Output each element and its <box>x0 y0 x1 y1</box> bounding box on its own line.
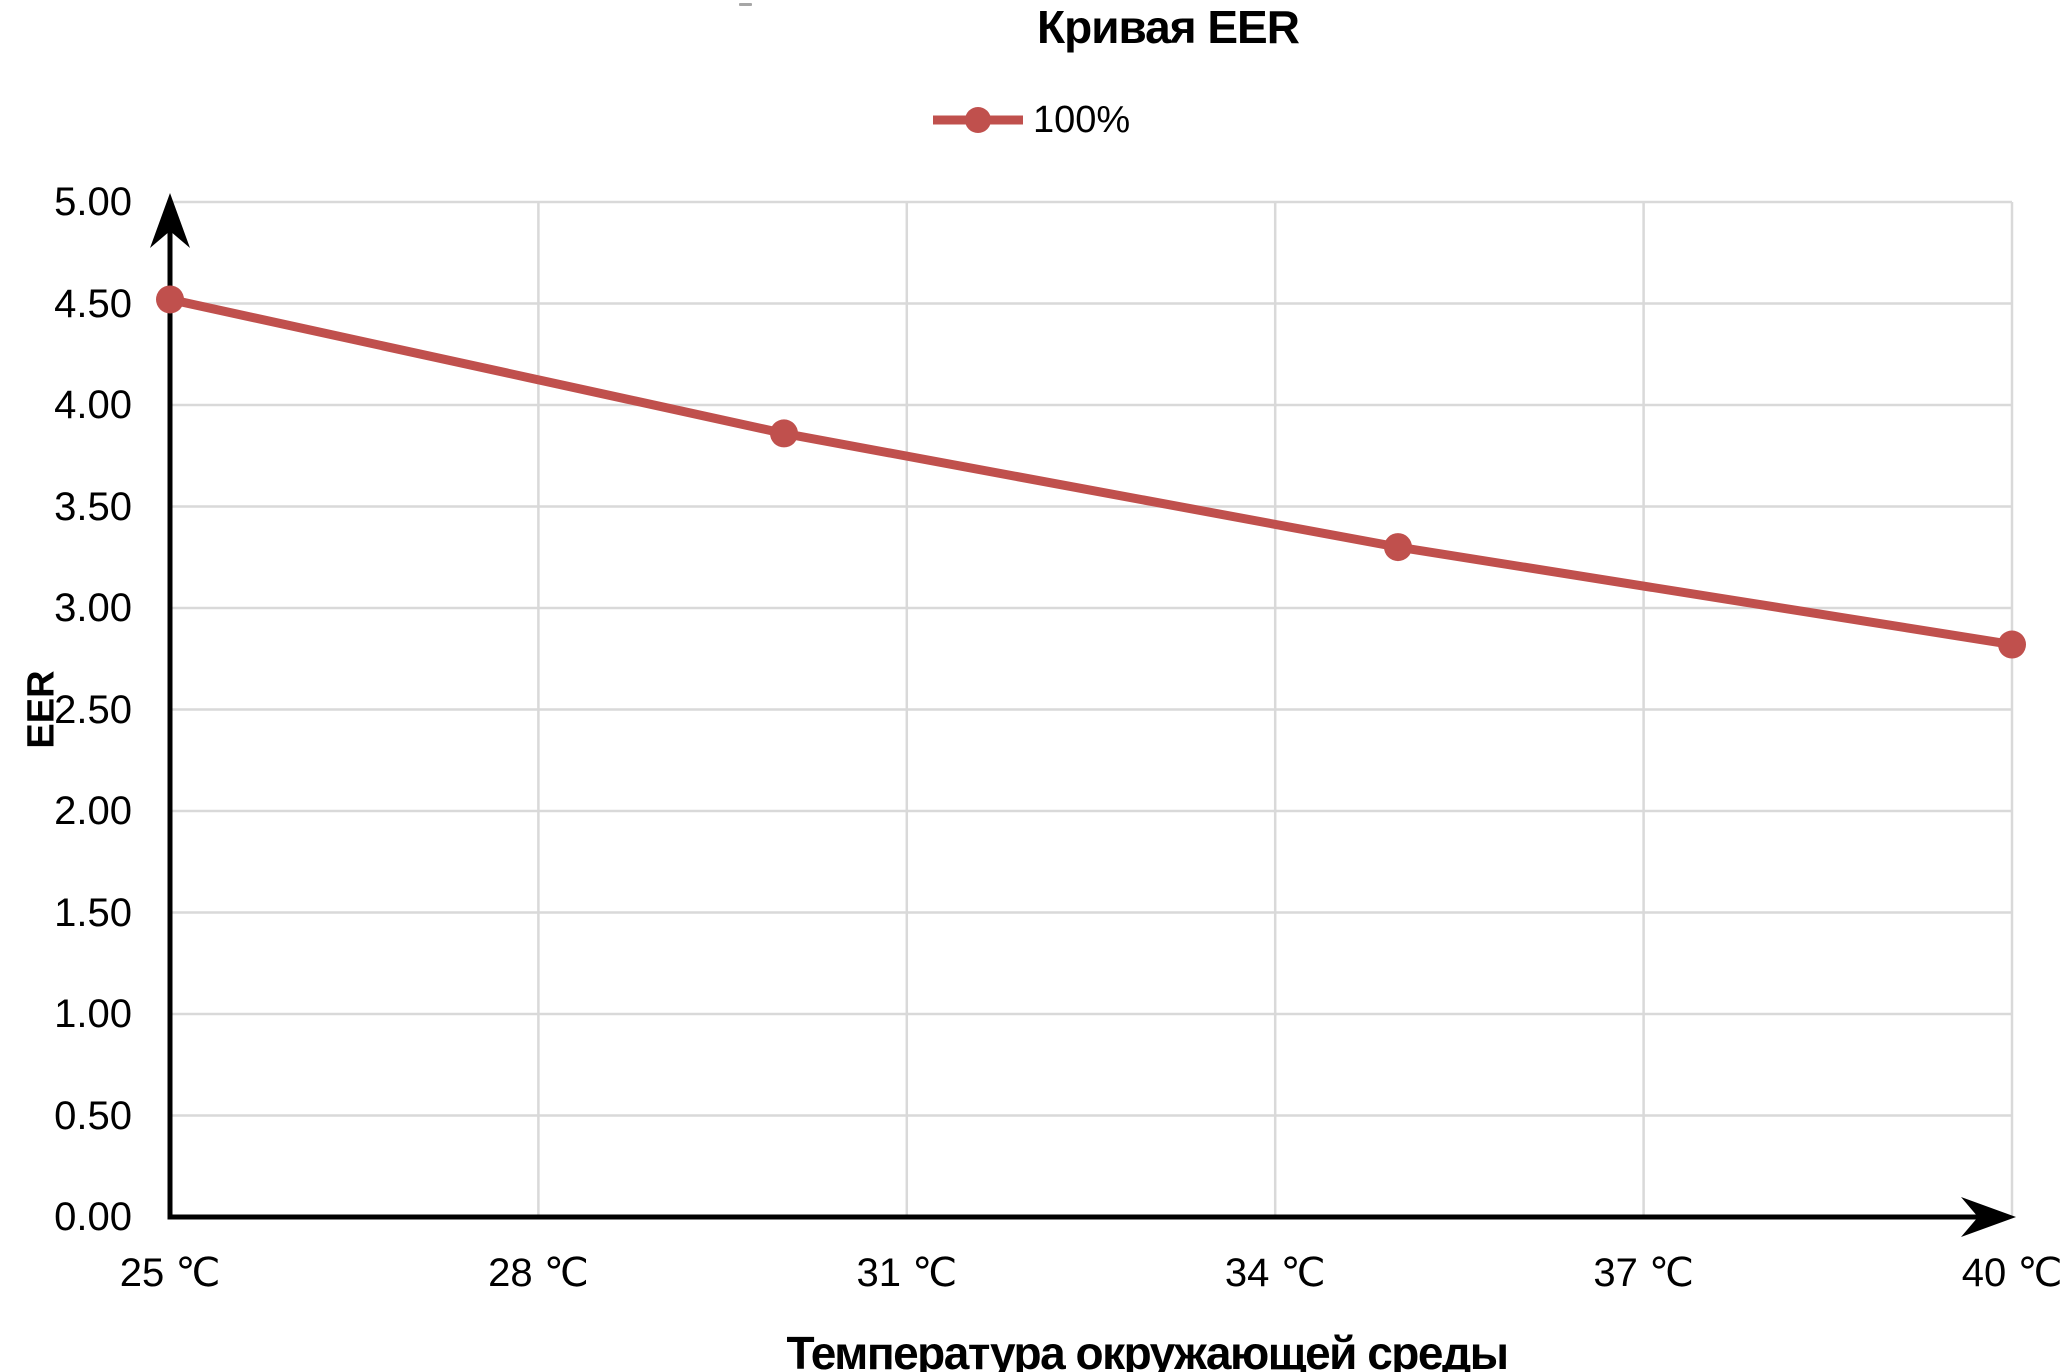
x-tick-label: 25 ℃ <box>119 1251 221 1295</box>
y-tick-label: 3.50 <box>54 484 132 529</box>
y-tick-label: 2.00 <box>54 789 132 833</box>
legend-label: 100% <box>1033 99 1131 141</box>
y-tick-label: 1.50 <box>54 890 132 935</box>
y-axis-arrow-icon <box>150 193 190 248</box>
y-tick-label: 1.00 <box>54 992 132 1036</box>
x-axis-arrow-icon <box>1961 1197 2016 1237</box>
data-point-marker <box>770 419 798 448</box>
stray-dash-artifact <box>739 3 752 6</box>
x-tick-label: 28 ℃ <box>488 1251 589 1295</box>
y-tick-label: 0.50 <box>54 1093 132 1138</box>
y-tick-label: 0.00 <box>54 1195 132 1239</box>
y-tick-label: 4.50 <box>54 281 132 326</box>
legend: 100% <box>933 100 1130 140</box>
data-point-marker <box>1384 533 1412 562</box>
x-tick-label: 31 ℃ <box>856 1251 958 1295</box>
y-tick-label: 4.00 <box>54 383 132 427</box>
data-point-marker <box>1998 630 2026 659</box>
x-tick-label: 37 ℃ <box>1593 1251 1694 1295</box>
series-line <box>165 294 2017 650</box>
chart-title: Кривая EER <box>1037 1 1300 53</box>
x-tick-label: 40 ℃ <box>1961 1251 2062 1295</box>
data-point-marker <box>156 285 184 314</box>
y-tick-label: 3.00 <box>54 586 132 630</box>
y-tick-label: 5.00 <box>54 180 132 224</box>
y-axis-title: EER <box>20 670 63 749</box>
y-tick-label: 2.50 <box>54 687 132 732</box>
x-axis-title: Температура окружающей среды <box>786 1327 1509 1372</box>
x-tick-label: 34 ℃ <box>1224 1251 1326 1295</box>
legend-line-marker-icon <box>933 107 1023 133</box>
